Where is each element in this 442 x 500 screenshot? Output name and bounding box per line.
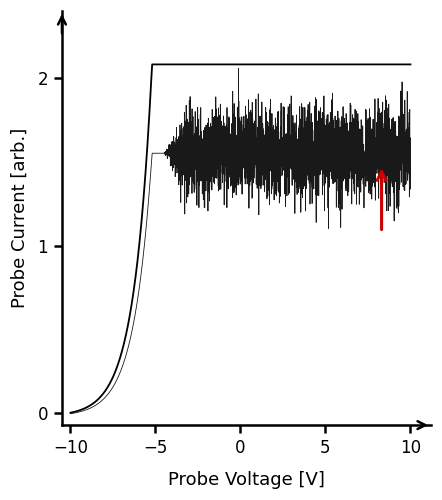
X-axis label: Probe Voltage [V]: Probe Voltage [V] (168, 471, 325, 489)
Y-axis label: Probe Current [arb.]: Probe Current [arb.] (11, 128, 29, 308)
